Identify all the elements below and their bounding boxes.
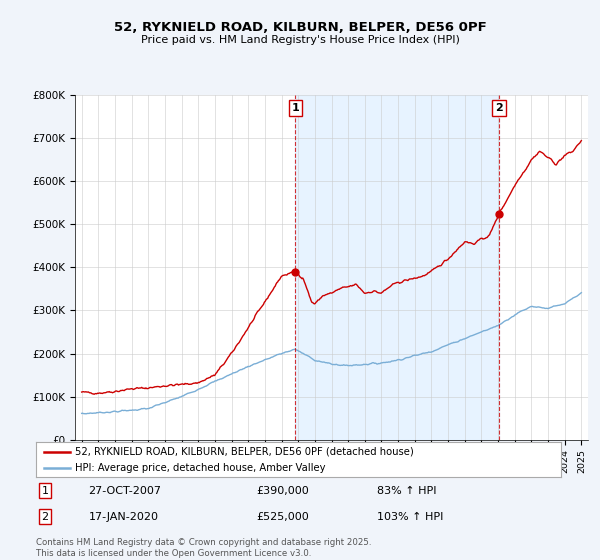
Text: 1: 1 (292, 103, 299, 113)
Bar (295, 95, 499, 440)
Text: 27-OCT-2007: 27-OCT-2007 (89, 486, 161, 496)
Text: 2: 2 (41, 512, 49, 522)
Text: 103% ↑ HPI: 103% ↑ HPI (377, 512, 443, 522)
Text: 1: 1 (41, 486, 49, 496)
Text: Price paid vs. HM Land Registry's House Price Index (HPI): Price paid vs. HM Land Registry's House … (140, 35, 460, 45)
Text: HPI: Average price, detached house, Amber Valley: HPI: Average price, detached house, Ambe… (76, 463, 326, 473)
Text: 83% ↑ HPI: 83% ↑ HPI (377, 486, 437, 496)
Text: 2: 2 (495, 103, 503, 113)
Text: 52, RYKNIELD ROAD, KILBURN, BELPER, DE56 0PF (detached house): 52, RYKNIELD ROAD, KILBURN, BELPER, DE56… (76, 447, 414, 457)
Text: 17-JAN-2020: 17-JAN-2020 (89, 512, 158, 522)
Text: £390,000: £390,000 (257, 486, 309, 496)
Text: £525,000: £525,000 (257, 512, 309, 522)
Text: Contains HM Land Registry data © Crown copyright and database right 2025.
This d: Contains HM Land Registry data © Crown c… (36, 538, 371, 558)
Text: 52, RYKNIELD ROAD, KILBURN, BELPER, DE56 0PF: 52, RYKNIELD ROAD, KILBURN, BELPER, DE56… (113, 21, 487, 34)
